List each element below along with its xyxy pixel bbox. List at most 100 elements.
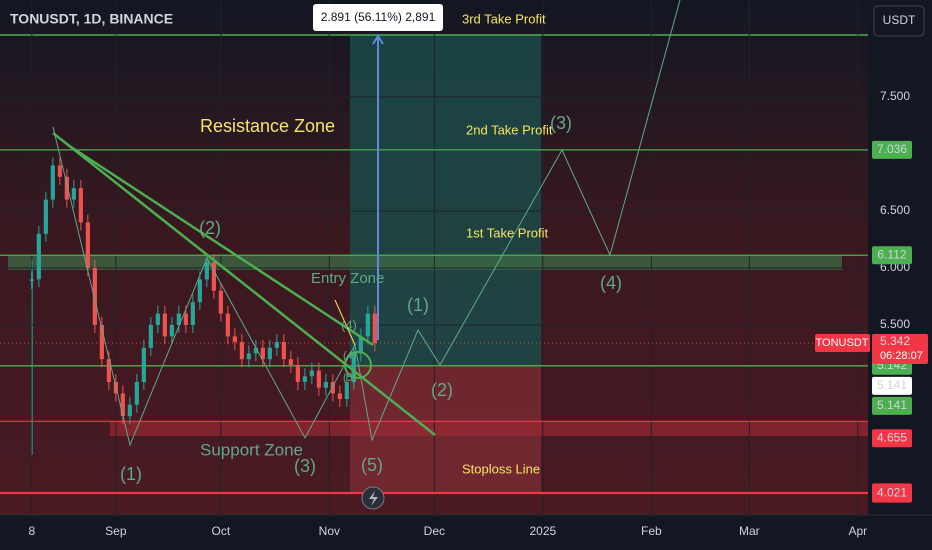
- price-badge-label: 4.021: [877, 486, 907, 500]
- candle-body: [92, 267, 97, 325]
- support-label: Support Zone: [200, 440, 303, 459]
- candle-body: [309, 370, 314, 377]
- candle-body: [239, 342, 244, 360]
- candle-body: [288, 359, 293, 365]
- candle-body: [225, 313, 230, 337]
- currency-text: USDT: [883, 13, 916, 27]
- candle-body: [36, 233, 41, 280]
- candle-body: [260, 347, 265, 360]
- candle-body: [351, 353, 356, 382]
- candle-body: [155, 313, 160, 325]
- candle-body: [316, 370, 321, 388]
- wave-label: (1): [120, 464, 142, 484]
- candle-body: [295, 364, 300, 382]
- candle-body: [71, 188, 76, 200]
- candle-body: [99, 324, 104, 360]
- candle-body: [211, 262, 216, 291]
- candle-body: [330, 381, 335, 394]
- currency-button[interactable]: [873, 5, 925, 37]
- x-tick-label: Nov: [319, 524, 340, 538]
- price-badge-label: 7.036: [877, 142, 907, 156]
- tp2-label: 2nd Take Profit: [466, 122, 553, 137]
- y-tick-label: 7.500: [880, 89, 910, 103]
- price-badge-label: 5.141: [877, 398, 907, 412]
- x-tick-label: Feb: [641, 524, 662, 538]
- wave-path: [52, 0, 681, 447]
- price-badge: [872, 484, 912, 503]
- wave-label: (5): [343, 372, 356, 384]
- candle-body: [372, 313, 377, 344]
- price-axis: [868, 0, 932, 550]
- candle-body: [337, 393, 342, 400]
- symbol-badge: [815, 333, 870, 352]
- x-tick-label: 2025: [529, 524, 556, 538]
- trendline-lower: [67, 143, 374, 347]
- y-tick-label: 5.500: [880, 317, 910, 331]
- last-price-badge: [872, 333, 928, 364]
- x-tick-label: Sep: [105, 524, 127, 538]
- candle-body: [274, 342, 279, 348]
- bolt: [369, 491, 378, 506]
- candle-body: [78, 188, 83, 223]
- stoploss-label: Stoploss Line: [462, 461, 540, 476]
- candle-body: [267, 347, 272, 360]
- candle-body: [246, 353, 251, 360]
- y-tick-label: 6.500: [880, 203, 910, 217]
- candle-body: [253, 347, 258, 354]
- last-price-label: 5.342: [880, 334, 910, 348]
- candle-body: [127, 404, 132, 417]
- candle-body: [148, 324, 153, 348]
- time-axis: [0, 515, 868, 550]
- candle-body: [323, 381, 328, 388]
- candle-body: [232, 336, 237, 343]
- candle-body: [50, 165, 55, 200]
- price-badge-label: 4.655: [877, 430, 907, 444]
- measure-arrow: [372, 34, 384, 45]
- wave-label: (5): [361, 455, 383, 475]
- x-tick-label: 8: [29, 524, 36, 538]
- candle-body: [302, 376, 307, 382]
- wave-label: (4): [600, 273, 622, 293]
- measure-tooltip: 2.891 (56.11%) 2,891: [321, 10, 436, 24]
- price-badge-label: 6.112: [877, 247, 906, 261]
- x-tick-label: Apr: [849, 524, 868, 538]
- entry-pointer: [334, 299, 356, 346]
- candle-body: [197, 279, 202, 303]
- profit-zone: [350, 35, 541, 365]
- candle-body: [29, 279, 34, 281]
- candle-body: [344, 381, 349, 400]
- price-badge: [872, 140, 912, 159]
- price-badge: [872, 396, 912, 415]
- entry-label: Entry Zone: [311, 270, 384, 287]
- x-tick-label: Mar: [739, 524, 760, 538]
- support-band: [110, 421, 925, 436]
- resistance-band: [8, 255, 842, 270]
- x-tick-label: Oct: [212, 524, 231, 538]
- candle-body: [57, 165, 62, 177]
- wave-label: (3): [294, 456, 316, 476]
- wave-label: (4): [343, 350, 356, 362]
- symbol-badge-label: TONUSDT: [816, 337, 869, 349]
- candle-body: [43, 199, 48, 234]
- tp3-label: 3rd Take Profit: [462, 11, 546, 26]
- price-badge: [872, 376, 912, 395]
- candle-body: [162, 313, 167, 337]
- price-badge: [872, 429, 912, 448]
- wave-label: (3): [550, 113, 572, 133]
- candle-body: [190, 302, 195, 325]
- candle-body: [134, 381, 139, 405]
- candle-body: [85, 222, 90, 268]
- candle-body: [141, 347, 146, 382]
- countdown: 06:28:07: [880, 350, 923, 362]
- tp1-label: 1st Take Profit: [466, 225, 549, 240]
- price-badge-label: 5.141: [877, 378, 907, 392]
- candle-body: [176, 313, 181, 325]
- candle-body: [204, 262, 209, 280]
- candle-body: [120, 393, 125, 417]
- wave-label: (2): [431, 380, 453, 400]
- candle-body: [281, 342, 286, 360]
- resistance-label: Resistance Zone: [200, 116, 335, 136]
- x-tick-label: Dec: [424, 524, 445, 538]
